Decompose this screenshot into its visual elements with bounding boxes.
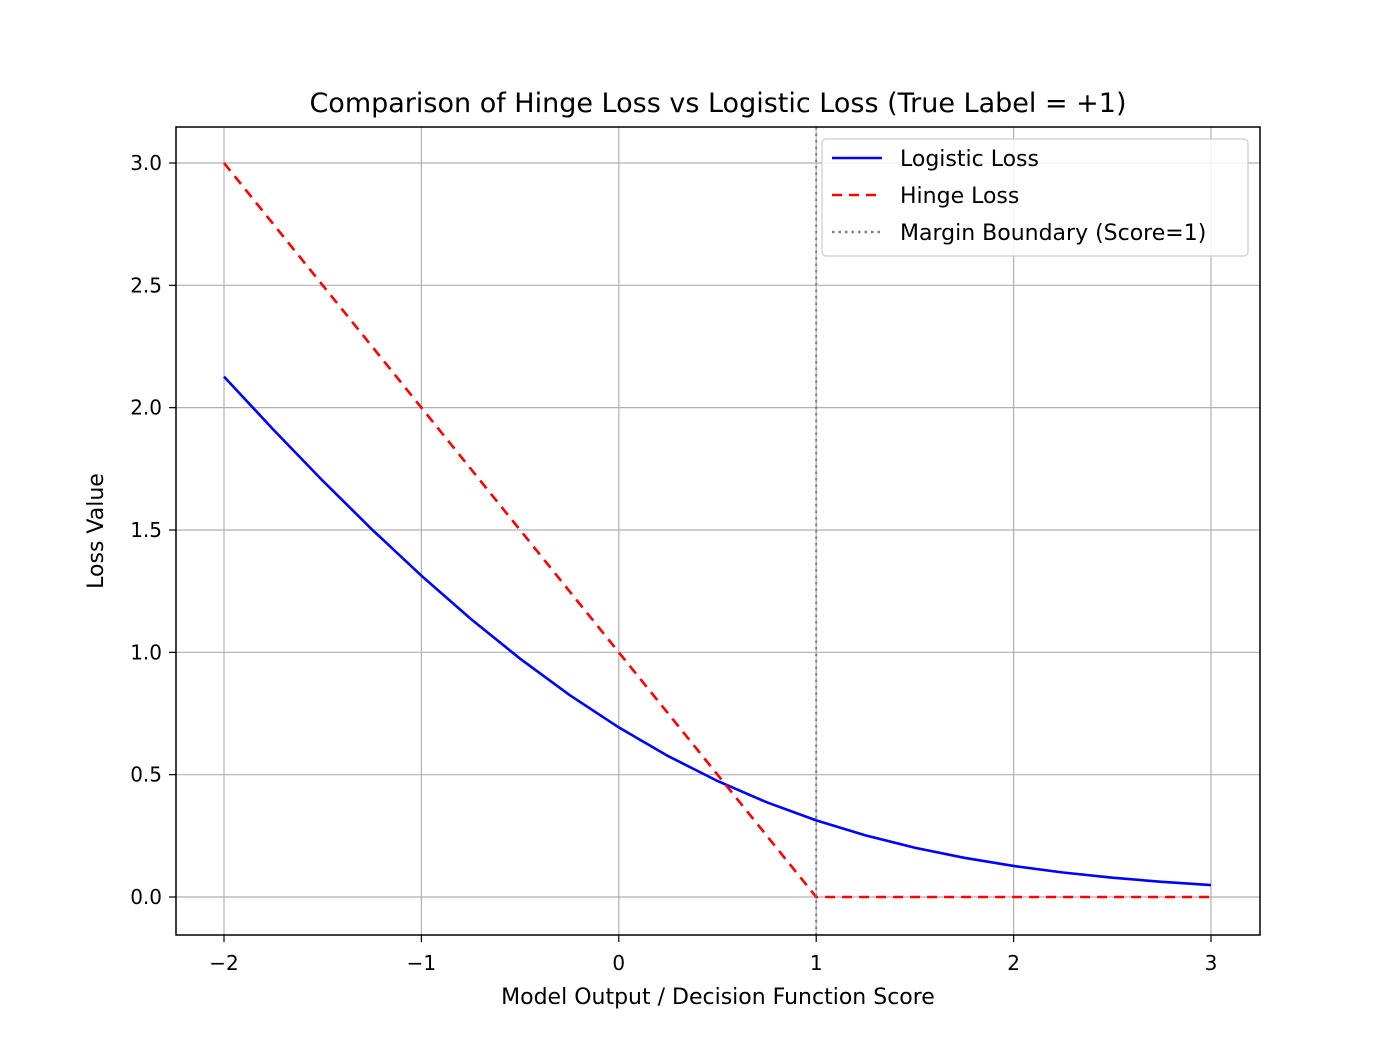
- legend: Logistic Loss Hinge Loss Margin Boundary (…: [821, 138, 1249, 257]
- ticks: −2 −1 0 1 2 3 0.0 0.5 1.0 1.5 2.0 2.5 3.0: [130, 151, 1217, 975]
- x-axis-label: Model Output / Decision Function Score: [501, 985, 935, 1010]
- y-tick-label: 2.5: [130, 273, 162, 297]
- x-tick-label: 0: [612, 951, 625, 975]
- y-axis-label: Loss Value: [84, 473, 109, 589]
- y-tick-label: 0.5: [130, 763, 162, 787]
- y-tick-label: 0.0: [130, 885, 162, 909]
- series-line-1: [222, 162, 1211, 899]
- series-line-0: [223, 375, 1212, 887]
- legend-label: Hinge Loss: [900, 184, 1019, 209]
- legend-box: [821, 138, 1249, 257]
- series-layer: [222, 127, 1212, 935]
- y-tick-label: 1.0: [130, 640, 162, 664]
- x-tick-label: 1: [810, 951, 823, 975]
- y-tick-label: 3.0: [130, 151, 162, 175]
- x-tick-label: 3: [1205, 951, 1218, 975]
- y-tick-label: 1.5: [130, 518, 162, 542]
- legend-label: Margin Boundary (Score=1): [900, 221, 1206, 246]
- legend-label: Logistic Loss: [900, 147, 1039, 172]
- y-tick-label: 2.0: [130, 396, 162, 420]
- axes-frame: [175, 126, 1261, 936]
- x-tick-label: −1: [407, 951, 436, 975]
- chart-title: Comparison of Hinge Loss vs Logistic Los…: [309, 88, 1126, 119]
- x-tick-label: 2: [1007, 951, 1020, 975]
- x-tick-label: −2: [209, 951, 238, 975]
